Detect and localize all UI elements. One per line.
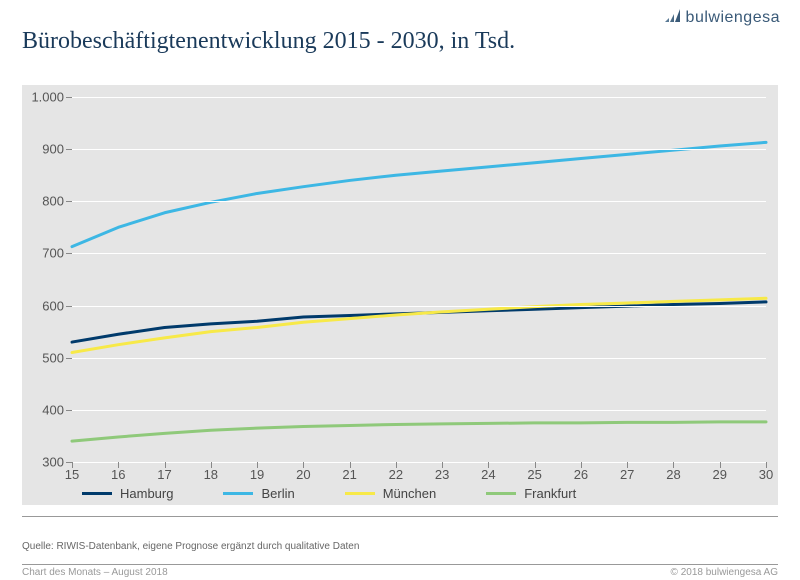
legend-label: Berlin xyxy=(261,486,294,501)
x-axis-label: 28 xyxy=(666,467,680,482)
y-tick xyxy=(66,253,72,254)
x-axis-label: 16 xyxy=(111,467,125,482)
logo-icon xyxy=(663,6,683,29)
legend-swatch xyxy=(82,492,112,495)
y-tick xyxy=(66,149,72,150)
y-tick xyxy=(66,97,72,98)
y-axis-label: 400 xyxy=(24,402,64,417)
chart-lines xyxy=(72,97,766,462)
plot-area: 3004005006007008009001.00015161718192021… xyxy=(72,97,766,462)
y-tick xyxy=(66,201,72,202)
gridline xyxy=(72,462,766,463)
legend-swatch xyxy=(345,492,375,495)
x-axis-label: 22 xyxy=(389,467,403,482)
x-axis-label: 24 xyxy=(481,467,495,482)
gridline xyxy=(72,201,766,202)
y-axis-label: 800 xyxy=(24,194,64,209)
x-axis-label: 26 xyxy=(574,467,588,482)
x-axis-label: 17 xyxy=(157,467,171,482)
chart-title: Bürobeschäftigtenentwicklung 2015 - 2030… xyxy=(22,28,515,55)
legend-swatch xyxy=(223,492,253,495)
legend-item: Berlin xyxy=(223,486,294,501)
divider xyxy=(22,516,778,517)
footer-left: Chart des Monats – August 2018 xyxy=(22,567,168,578)
y-tick xyxy=(66,358,72,359)
legend-label: Hamburg xyxy=(120,486,173,501)
y-axis-label: 1.000 xyxy=(24,90,64,105)
y-axis-label: 300 xyxy=(24,455,64,470)
x-axis-label: 25 xyxy=(527,467,541,482)
gridline xyxy=(72,306,766,307)
x-axis-label: 20 xyxy=(296,467,310,482)
legend-item: Frankfurt xyxy=(486,486,576,501)
divider xyxy=(22,564,778,565)
series-line-berlin xyxy=(72,142,766,246)
x-axis-label: 27 xyxy=(620,467,634,482)
y-axis-label: 900 xyxy=(24,142,64,157)
y-tick xyxy=(66,306,72,307)
gridline xyxy=(72,149,766,150)
legend-label: München xyxy=(383,486,436,501)
legend-item: München xyxy=(345,486,436,501)
footer-right: © 2018 bulwiengesa AG xyxy=(671,567,778,578)
y-axis-label: 700 xyxy=(24,246,64,261)
legend-swatch xyxy=(486,492,516,495)
chart-container: 300 400 500 600 700 800 900 1.000 15 16 17 18 19 20 21… xyxy=(22,85,778,505)
legend-item: Hamburg xyxy=(82,486,173,501)
legend: Hamburg Berlin München Frankfurt xyxy=(82,486,576,501)
source-text: Quelle: RIWIS-Datenbank, eigene Prognose… xyxy=(22,541,359,552)
x-axis-label: 21 xyxy=(342,467,356,482)
y-tick xyxy=(66,410,72,411)
gridline xyxy=(72,97,766,98)
gridline xyxy=(72,358,766,359)
legend-label: Frankfurt xyxy=(524,486,576,501)
gridline xyxy=(72,410,766,411)
series-line-frankfurt xyxy=(72,422,766,441)
y-axis-label: 600 xyxy=(24,298,64,313)
x-axis-label: 18 xyxy=(204,467,218,482)
gridline xyxy=(72,253,766,254)
y-axis-label: 500 xyxy=(24,350,64,365)
x-axis-label: 23 xyxy=(435,467,449,482)
x-axis-label: 30 xyxy=(759,467,773,482)
brand-logo: bulwiengesa xyxy=(663,6,780,29)
x-axis-label: 15 xyxy=(65,467,79,482)
x-axis-label: 29 xyxy=(712,467,726,482)
x-axis-label: 19 xyxy=(250,467,264,482)
brand-name: bulwiengesa xyxy=(686,9,780,27)
